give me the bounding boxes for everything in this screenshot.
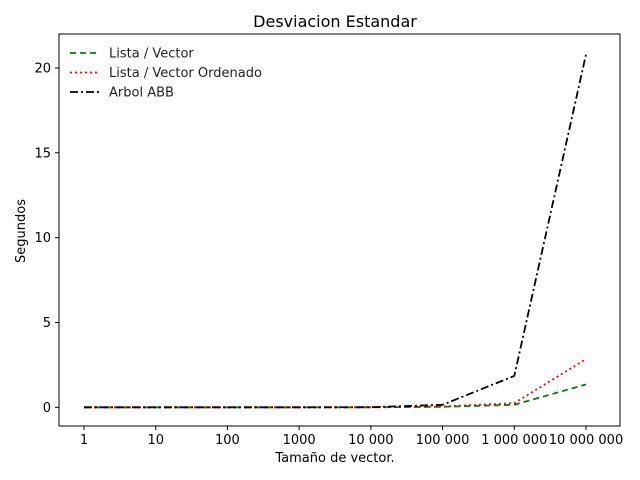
y-tick-label: 10 (34, 231, 51, 246)
y-tick-label: 0 (43, 401, 51, 416)
series-line-2 (84, 358, 587, 409)
x-tick-label: 1 (80, 433, 88, 448)
x-tick-label: 1 000 000 (481, 433, 547, 448)
series-line-3 (84, 54, 587, 409)
legend-label: Lista / Vector Ordenado (109, 66, 262, 81)
y-tick-label: 15 (34, 146, 51, 161)
chart-title: Desviacion Estandar (253, 12, 417, 31)
x-tick-label: 10 (147, 433, 164, 448)
x-tick-label: 100 (215, 433, 240, 448)
legend-label: Arbol ABB (109, 86, 174, 101)
legend: Lista / Vector Lista / Vector Ordenado Arb… (70, 47, 262, 101)
x-axis-label: Tamaño de vector. (274, 451, 394, 466)
plot-area-frame (58, 33, 621, 427)
x-tick-label: 10 000 000 (549, 433, 623, 448)
x-tick-label: 1000 (283, 433, 316, 448)
y-tick-label: 5 (43, 316, 51, 331)
y-axis-label: Segundos (14, 199, 29, 263)
x-tick-label: 10 000 (348, 433, 394, 448)
y-tick-label: 20 (34, 61, 51, 76)
x-tick-label: 100 000 (416, 433, 470, 448)
legend-label: Lista / Vector (109, 47, 194, 62)
